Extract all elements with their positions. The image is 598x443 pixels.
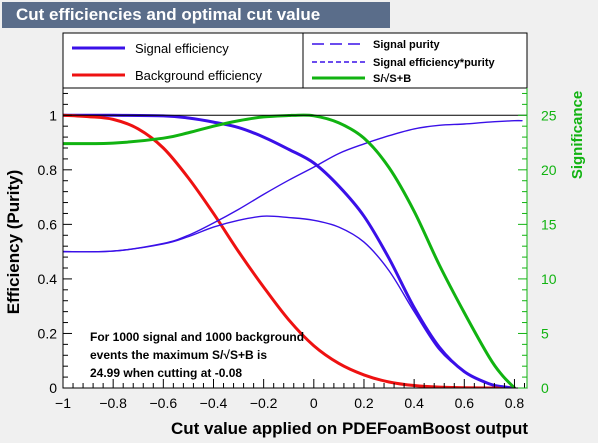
plot-curves (63, 113, 523, 388)
legend-label-signal-efficiency: Signal efficiency (135, 41, 229, 56)
y2-tick-label: 5 (541, 325, 549, 341)
y2-tick-label: 20 (541, 162, 557, 178)
series-signal-eff-purity-line (63, 215, 516, 388)
y-tick-label: 0 (49, 380, 57, 396)
axes: −1 −0.8 −0.6 −0.4 −0.2 0 0.2 0.4 0.6 0.8 0 0.2 0.4 0.… (38, 88, 557, 411)
x-tick-label: −0.6 (150, 395, 178, 411)
y2-tick-label: 10 (541, 271, 557, 287)
plot-area (62, 87, 528, 389)
legend-label-signal-eff-purity: Signal efficiency*purity (373, 57, 496, 69)
y-tick-label: 0.2 (38, 325, 58, 341)
x-tick-label: 0.6 (455, 395, 475, 411)
x-tick-label: −1 (55, 395, 71, 411)
y-axis-label: Efficiency (Purity) (4, 170, 23, 315)
series-signal-purity-line (63, 119, 523, 253)
legend-label-significance: S/√S+B (373, 73, 411, 85)
x-tick-label: −0.4 (200, 395, 228, 411)
y2-tick-label: 25 (541, 107, 557, 123)
annotation-line: 24.99 when cutting at -0.08 (90, 366, 242, 380)
legend-label-signal-purity: Signal purity (373, 39, 441, 51)
window-title: Cut efficiencies and optimal cut value (2, 2, 390, 28)
y-tick-label: 0.8 (38, 162, 58, 178)
y2-tick-label: 0 (541, 380, 549, 396)
x-tick-label: 0.8 (505, 395, 525, 411)
x-tick-label: 0.4 (404, 395, 424, 411)
annotation-line: events the maximum S/√S+B is (90, 348, 267, 362)
legend-box (62, 32, 528, 89)
x-tick-label: 0 (310, 395, 318, 411)
x-tick-label: −0.8 (99, 395, 127, 411)
series-significance-line (63, 113, 516, 388)
x-axis-label: Cut value applied on PDEFoamBoost output (171, 419, 528, 438)
y-tick-label: 1 (49, 107, 57, 123)
x-tick-label: 0.2 (354, 395, 374, 411)
y2-tick-label: 15 (541, 216, 557, 232)
annotation: For 1000 signal and 1000 background event… (90, 330, 304, 380)
y-tick-label: 0.4 (38, 271, 58, 287)
y-tick-label: 0.6 (38, 216, 58, 232)
x-tick-label: −0.2 (250, 395, 278, 411)
legend-label-background-efficiency: Background efficiency (135, 68, 262, 83)
annotation-line: For 1000 signal and 1000 background (90, 330, 304, 344)
legend: Signal efficiency Background efficiency Si… (62, 32, 528, 89)
y2-axis-label: Significance (569, 91, 586, 179)
series-background-efficiency-line (63, 113, 516, 388)
